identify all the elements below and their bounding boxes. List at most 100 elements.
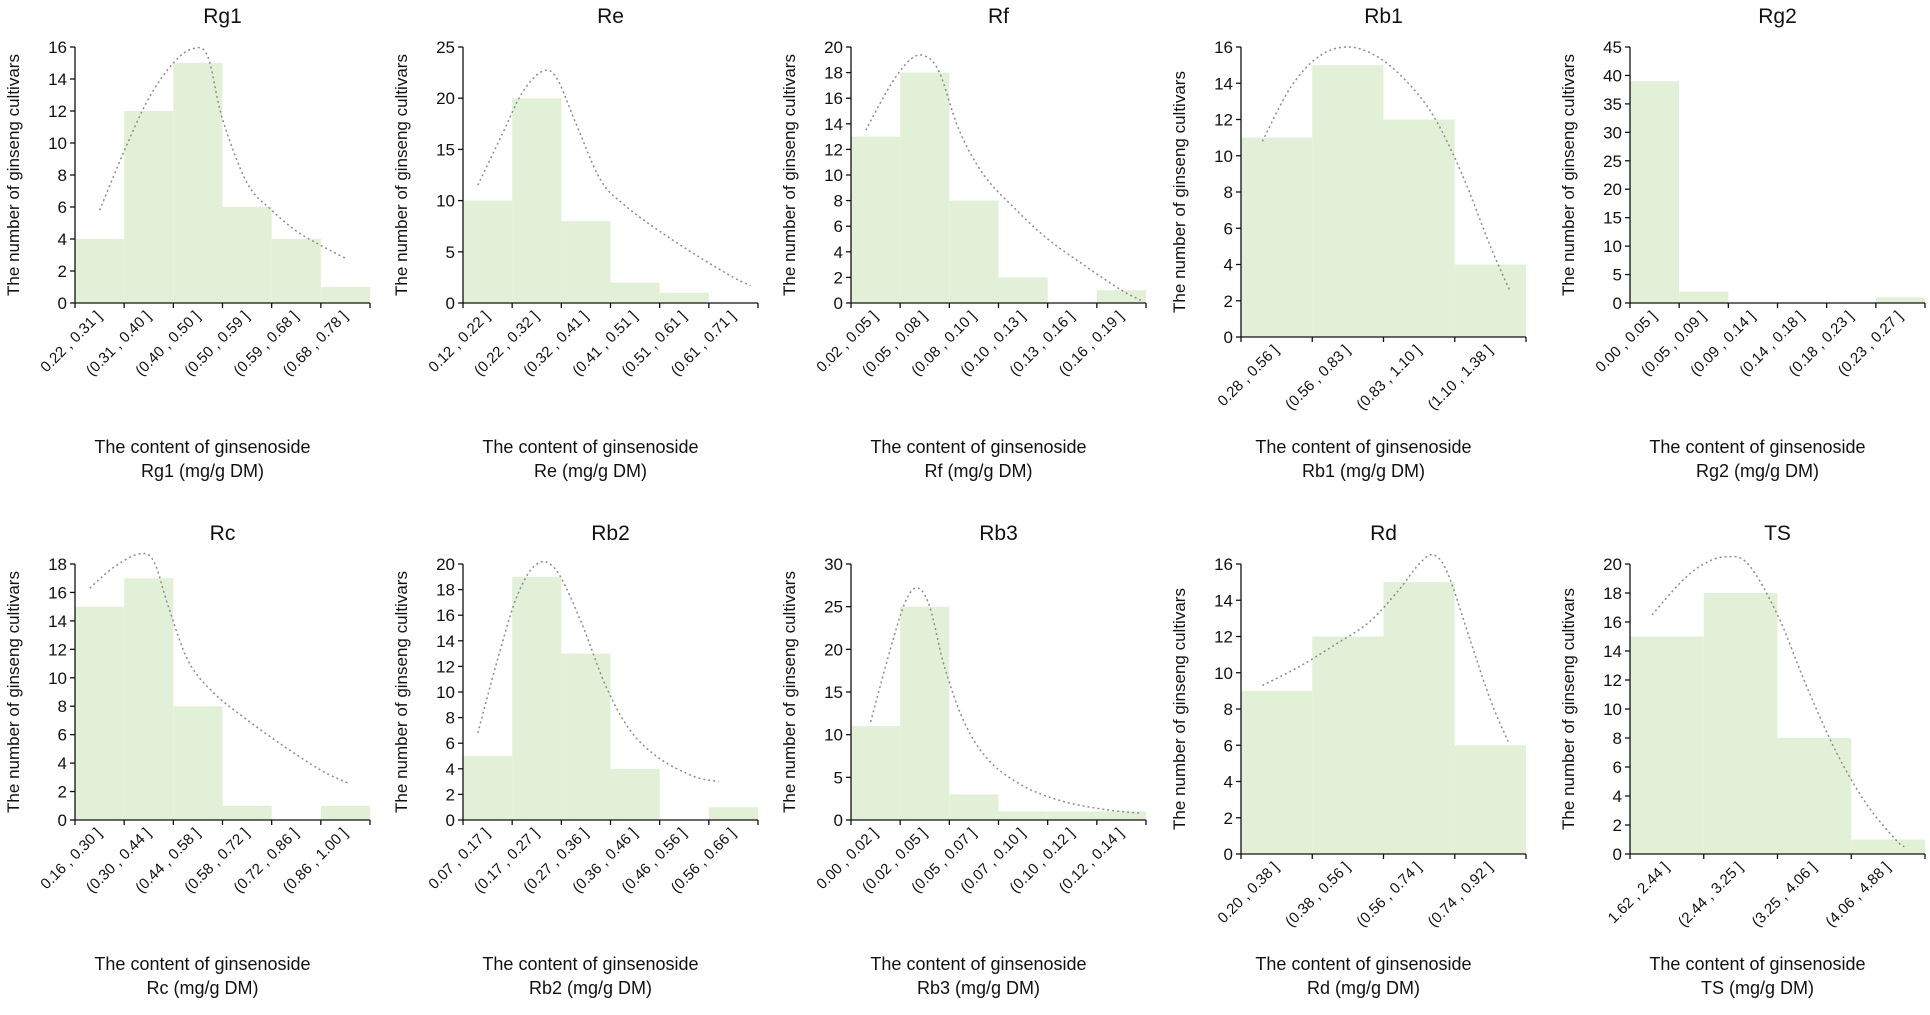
chart-title-ts: TS <box>1764 522 1791 545</box>
y-tick-label-rd: 10 <box>1214 664 1233 683</box>
x-axis-label-line-rb1: The content of ginsenoside <box>1255 437 1471 457</box>
bar-rg1-3 <box>173 63 223 303</box>
bar-rg2-1 <box>1630 81 1680 303</box>
bar-rb3-3 <box>949 794 999 820</box>
x-category-label-ts: (4.06 , 4.88 ] <box>1822 859 1894 931</box>
y-tick-label-rg2: 40 <box>1603 66 1622 85</box>
y-tick-label-rb2: 8 <box>446 709 455 728</box>
x-axis-label-line-rb3: Rb3 (mg/g DM) <box>917 978 1040 998</box>
y-tick-label-rf: 4 <box>834 243 843 262</box>
y-tick-label-rf: 18 <box>824 64 843 83</box>
y-tick-label-rf: 12 <box>824 140 843 159</box>
y-axis-label-rd: The number of ginseng cultivars <box>1170 588 1189 830</box>
y-tick-label-rb1: 6 <box>1224 219 1233 238</box>
x-category-label-ts: 1.62 , 2.44 ] <box>1605 859 1673 927</box>
y-tick-label-rc: 2 <box>58 783 67 802</box>
bar-rg1-4 <box>222 207 272 303</box>
bar-rc-2 <box>124 578 174 820</box>
fit-curve-rb1 <box>1261 46 1511 292</box>
y-tick-label-rb1: 8 <box>1224 183 1233 202</box>
bar-rg2-2 <box>1679 291 1729 303</box>
bar-rb1-4 <box>1454 264 1526 337</box>
y-tick-label-rf: 0 <box>834 294 843 313</box>
y-tick-label-rg2: 5 <box>1613 266 1622 285</box>
y-tick-label-rb2: 16 <box>436 606 455 625</box>
y-tick-label-rb3: 0 <box>834 811 843 830</box>
y-axis-label-rb2: The number of ginseng cultivars <box>392 571 411 813</box>
y-tick-label-rg2: 20 <box>1603 180 1622 199</box>
bar-rg2-6 <box>1875 297 1925 303</box>
y-tick-label-rb2: 2 <box>446 785 455 804</box>
y-tick-label-rb2: 4 <box>446 760 455 779</box>
bar-rb3-1 <box>851 726 901 820</box>
y-tick-label-rc: 18 <box>48 555 67 574</box>
y-tick-label-rc: 4 <box>58 754 67 773</box>
y-tick-label-rg1: 2 <box>58 262 67 281</box>
x-axis-label-line-rg1: The content of ginsenoside <box>94 437 310 457</box>
y-tick-label-rb1: 16 <box>1214 38 1233 57</box>
y-tick-label-ts: 16 <box>1603 613 1622 632</box>
y-tick-label-rb3: 10 <box>824 726 843 745</box>
chart-title-rb3: Rb3 <box>979 522 1018 545</box>
bar-rg1-6 <box>320 287 370 303</box>
y-tick-label-rb1: 12 <box>1214 111 1233 130</box>
fit-curve-rb3 <box>869 587 1142 814</box>
bar-rb3-4 <box>998 811 1048 820</box>
y-tick-label-rg2: 35 <box>1603 95 1622 114</box>
y-tick-label-rb3: 20 <box>824 640 843 659</box>
y-tick-label-rg1: 8 <box>58 166 67 185</box>
y-tick-label-rc: 0 <box>58 811 67 830</box>
y-tick-label-re: 15 <box>436 140 455 159</box>
bar-rb2-2 <box>512 576 562 820</box>
y-axis-label-rb3: The number of ginseng cultivars <box>780 571 799 813</box>
y-tick-label-ts: 12 <box>1603 671 1622 690</box>
y-axis-label-rb1: The number of ginseng cultivars <box>1170 71 1189 313</box>
bar-rb3-5 <box>1047 811 1097 820</box>
bar-rb2-4 <box>610 768 660 820</box>
chart-title-rd: Rd <box>1370 522 1397 545</box>
bar-rb1-3 <box>1383 119 1455 337</box>
y-tick-label-rb3: 5 <box>834 768 843 787</box>
bar-ts-2 <box>1703 593 1778 854</box>
y-tick-label-ts: 14 <box>1603 642 1622 661</box>
x-axis-label-re: The content of ginsenoside Re (mg/g DM) <box>482 437 698 481</box>
bar-rd-4 <box>1454 745 1526 854</box>
y-tick-label-rg1: 10 <box>48 134 67 153</box>
x-axis-label-rb1: The content of ginsenoside Rb1 (mg/g DM) <box>1255 437 1471 481</box>
y-tick-label-rd: 2 <box>1224 809 1233 828</box>
chart-title-re: Re <box>597 5 624 28</box>
chart-rb1: 0 2 4 6 8 10 12 14 16 0.28 , 0.56 ] (0.56 , 0.83 ]… <box>1170 5 1527 481</box>
x-axis-label-rb3: The content of ginsenoside Rb3 (mg/g DM) <box>870 954 1086 998</box>
bar-ts-4 <box>1851 839 1925 854</box>
y-tick-label-rb2: 10 <box>436 683 455 702</box>
y-tick-label-rb1: 2 <box>1224 292 1233 311</box>
chart-title-rb1: Rb1 <box>1364 5 1403 28</box>
y-tick-label-ts: 18 <box>1603 584 1622 603</box>
y-tick-label-rb2: 14 <box>436 632 455 651</box>
bar-rb1-2 <box>1312 65 1384 337</box>
x-axis-label-line-rf: Rf (mg/g DM) <box>925 461 1033 481</box>
x-axis-label-line-rf: The content of ginsenoside <box>870 437 1086 457</box>
y-tick-label-rd: 14 <box>1214 591 1233 610</box>
y-tick-label-rg2: 0 <box>1613 294 1622 313</box>
bar-rb2-6 <box>708 807 758 820</box>
y-tick-label-ts: 4 <box>1613 787 1622 806</box>
x-axis-label-line-rg2: The content of ginsenoside <box>1649 437 1865 457</box>
x-axis-label-line-rc: Rc (mg/g DM) <box>147 978 259 998</box>
y-tick-label-rf: 8 <box>834 192 843 211</box>
bar-re-1 <box>463 200 513 303</box>
bar-rb2-3 <box>561 653 611 820</box>
y-tick-label-rb1: 10 <box>1214 147 1233 166</box>
bar-re-3 <box>561 221 611 303</box>
bar-rb3-2 <box>900 606 950 820</box>
fit-curve-rd <box>1262 553 1509 742</box>
bar-rc-1 <box>75 606 125 820</box>
x-category-label-rd: (0.56 , 0.74 ] <box>1353 859 1425 931</box>
y-tick-label-rg2: 45 <box>1603 38 1622 57</box>
x-category-label-rd: 0.20 , 0.38 ] <box>1214 859 1282 927</box>
y-tick-label-rg1: 16 <box>48 38 67 57</box>
